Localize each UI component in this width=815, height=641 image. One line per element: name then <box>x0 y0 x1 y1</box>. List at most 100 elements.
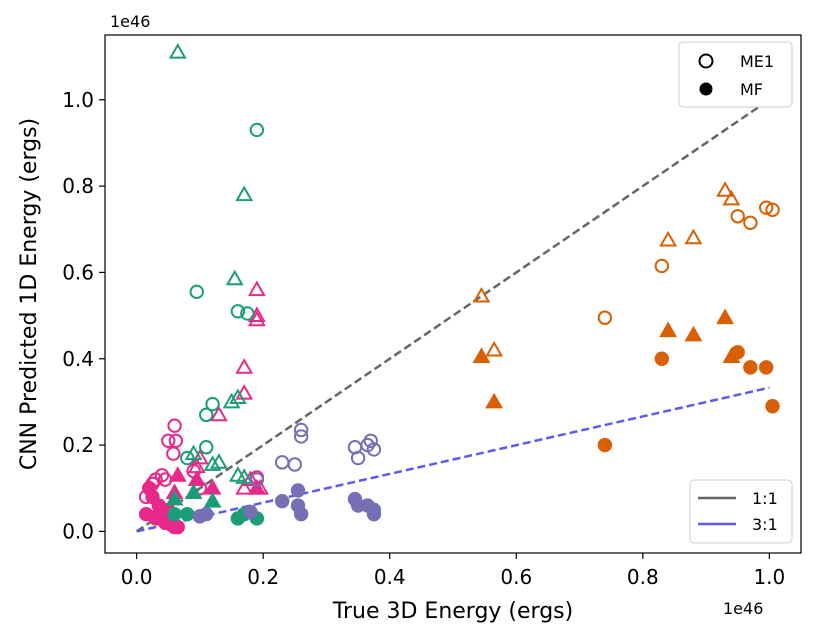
x-tick-label: 0.0 <box>121 565 153 589</box>
open-triangle-point <box>684 228 703 245</box>
open-circle-point <box>161 433 176 448</box>
filled-circle-point <box>654 351 669 366</box>
open-triangle-point <box>247 280 266 297</box>
data-points <box>138 43 780 535</box>
filled-circle-point <box>274 494 290 509</box>
open-triangle-point <box>716 181 734 197</box>
open-triangle-point <box>241 470 260 487</box>
open-circle-point <box>350 450 366 466</box>
open-circle-point <box>199 407 214 423</box>
open-circle-point <box>765 202 780 218</box>
open-circle-point <box>287 457 303 472</box>
open-triangle-point <box>225 269 244 286</box>
filled-triangle-point <box>184 483 203 499</box>
open-circle-point <box>293 429 309 444</box>
open-triangle-point <box>235 185 254 202</box>
x-axis-title: True 3D Energy (ergs) <box>332 599 573 624</box>
open-circle-point <box>363 433 378 448</box>
open-circle-point <box>249 122 265 138</box>
open-circle-point <box>230 304 246 319</box>
open-triangle-point <box>184 444 203 461</box>
open-triangle-point <box>235 468 254 484</box>
open-triangle-point <box>235 358 254 374</box>
open-circle-point <box>743 215 758 230</box>
open-triangle-point <box>203 455 222 471</box>
filled-circle-point <box>290 483 306 498</box>
open-circle-point <box>205 396 220 412</box>
x-tick-label: 0.4 <box>374 565 406 589</box>
filled-triangle-point <box>203 491 222 508</box>
reference-line-1to1 <box>135 98 771 533</box>
open-circle-point <box>167 418 182 433</box>
legend-filled-circle-icon <box>699 82 713 96</box>
filled-circle-point <box>293 506 309 522</box>
legend-open-circle-icon <box>698 53 714 69</box>
x-offset-label: 1e46 <box>723 599 763 618</box>
filled-circle-point <box>167 506 182 522</box>
legend-label-mf: MF <box>740 80 763 99</box>
x-tick-label: 0.8 <box>627 565 659 589</box>
y-tick-label: 0.6 <box>62 260 94 284</box>
open-circle-point <box>199 440 214 455</box>
filled-triangle-point <box>684 325 703 342</box>
legend-label-1to1: 1:1 <box>752 489 778 508</box>
y-offset-label: 1e46 <box>110 12 150 31</box>
y-tick-label: 0.8 <box>62 174 94 198</box>
filled-circle-point <box>180 506 195 522</box>
legend-label-me1: ME1 <box>740 52 774 71</box>
open-circle-point <box>730 209 745 224</box>
x-tick-label: 0.6 <box>500 565 532 589</box>
y-tick-label: 0.4 <box>62 347 94 371</box>
open-triangle-point <box>222 392 241 409</box>
open-circle-point <box>249 472 265 487</box>
open-circle-point <box>166 446 181 461</box>
x-tick-label: 0.2 <box>247 565 279 589</box>
open-triangle-point <box>209 405 228 422</box>
filled-triangle-point <box>187 470 206 487</box>
filled-circle-point <box>597 437 613 453</box>
filled-circle-point <box>243 504 258 520</box>
open-triangle-point <box>659 230 678 247</box>
open-triangle-point <box>472 286 491 303</box>
marker-legend: ME1 MF <box>678 41 793 108</box>
open-circle-point <box>293 422 309 438</box>
x-tick-label: 1.0 <box>753 565 785 589</box>
filled-triangle-point <box>472 347 491 363</box>
open-triangle-point <box>247 310 266 327</box>
filled-circle-point <box>759 360 774 375</box>
filled-circle-point <box>366 506 382 522</box>
open-triangle-point <box>722 189 741 206</box>
open-circle-point <box>654 258 669 274</box>
legend-label-3to1: 3:1 <box>752 515 778 534</box>
filled-circle-point <box>170 519 185 535</box>
line-legend: 1:1 3:1 <box>689 479 793 544</box>
filled-triangle-point <box>168 466 187 482</box>
open-circle-point <box>597 310 613 325</box>
open-triangle-point <box>228 388 247 404</box>
filled-triangle-point <box>659 321 678 338</box>
filled-triangle-point <box>485 392 504 409</box>
line-legend-box <box>689 479 793 544</box>
filled-circle-point <box>199 506 214 522</box>
open-triangle-point <box>485 340 504 357</box>
filled-circle-point <box>765 399 780 414</box>
plot-frame <box>104 34 802 554</box>
filled-circle-point <box>743 360 758 375</box>
filled-circle-point <box>730 345 745 360</box>
open-circle-point <box>759 200 774 215</box>
y-axis-title: CNN Predicted 1D Energy (ergs) <box>17 118 42 470</box>
open-circle-point <box>180 450 195 466</box>
filled-triangle-point <box>165 489 184 506</box>
marker-legend-box <box>678 41 793 108</box>
filled-triangle-point <box>247 479 266 495</box>
filled-triangle-point <box>716 308 734 325</box>
open-circle-point <box>168 433 184 448</box>
filled-circle-point <box>151 506 166 522</box>
open-circle-point <box>366 442 382 457</box>
y-tick-label: 1.0 <box>62 88 94 112</box>
open-triangle-point <box>235 479 254 495</box>
y-tick-label: 0.2 <box>62 433 94 457</box>
open-circle-point <box>240 306 255 321</box>
